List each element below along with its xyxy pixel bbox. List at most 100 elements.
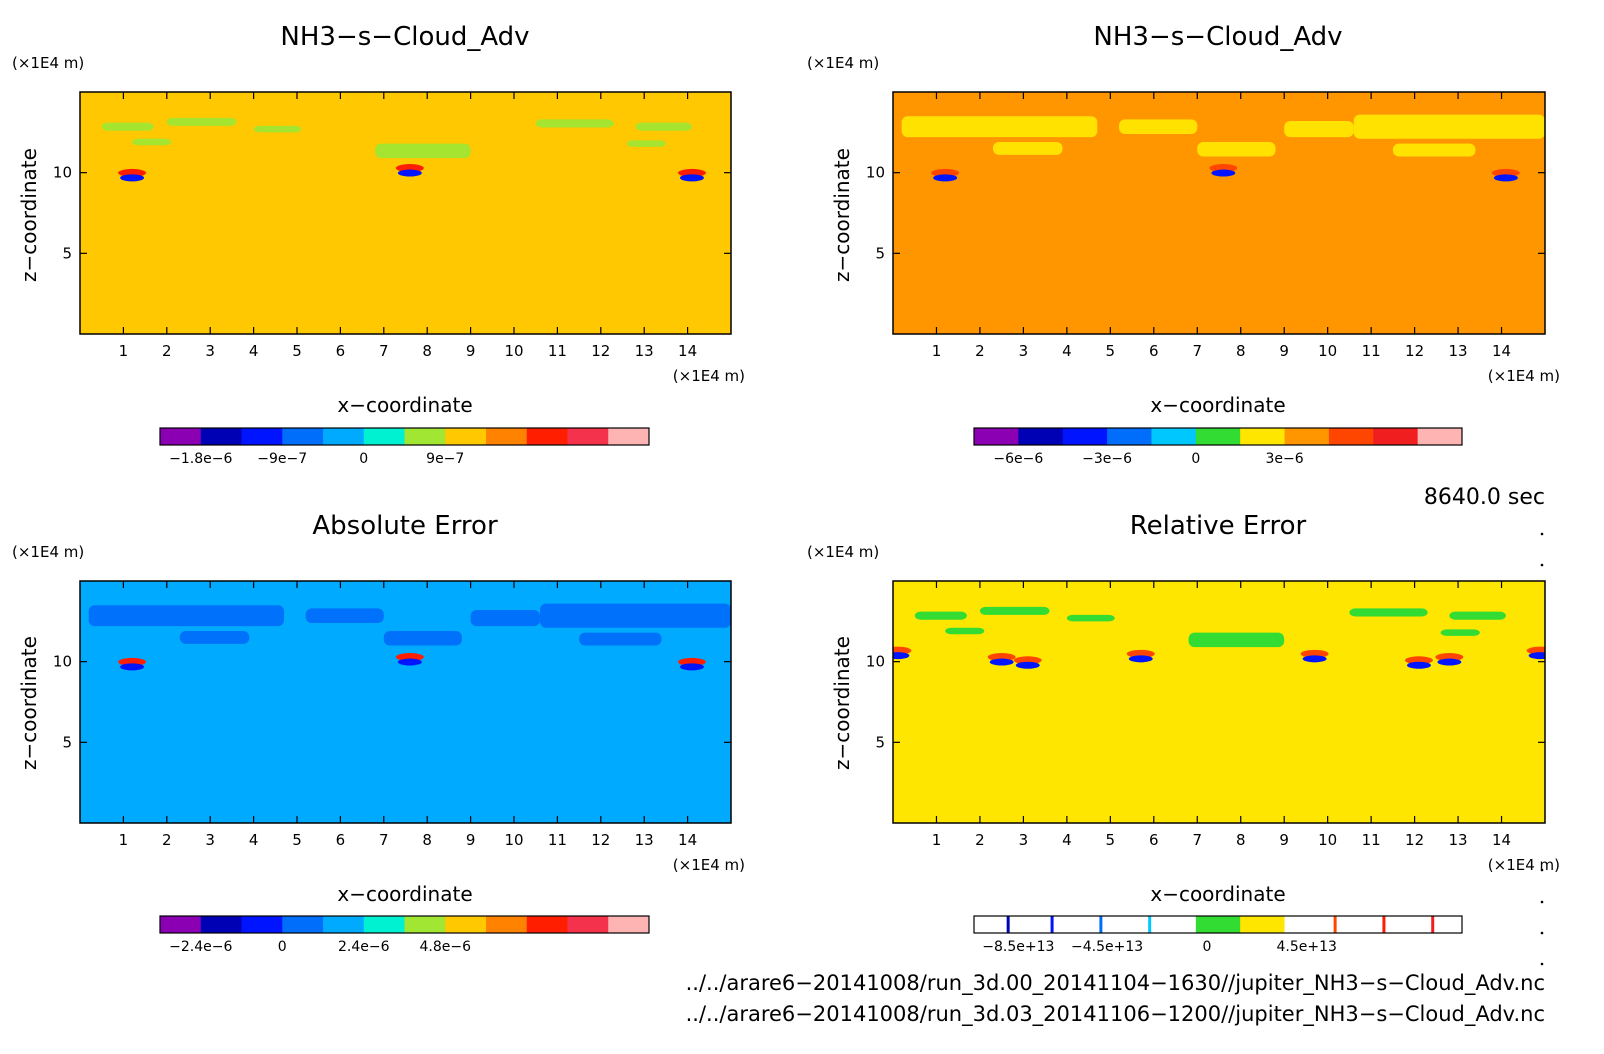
colorbar-swatch <box>160 428 202 445</box>
colorbar-swatch <box>363 916 405 933</box>
colorbar-border <box>159 915 650 934</box>
y-tick-label: 5 <box>875 733 885 751</box>
field-positive-peak <box>987 653 1016 662</box>
field-band-patch <box>535 119 614 128</box>
colorbar-swatch <box>282 428 324 445</box>
x-tick-label: 10 <box>1318 831 1337 849</box>
plot-frame <box>892 580 1546 824</box>
field-negative-peak <box>1437 658 1462 666</box>
x-tick-label: 8 <box>1236 831 1246 849</box>
colorbar-swatch <box>1328 428 1374 445</box>
panel-title: NH3−s−Cloud_Adv <box>1093 22 1342 52</box>
y-axis-label: z−coordinate <box>830 148 854 282</box>
plot-area-background <box>80 92 731 334</box>
field-band-patch <box>1188 632 1285 648</box>
plot-border <box>892 91 1546 335</box>
x-unit-label: (×1E4 m) <box>1488 856 1560 874</box>
field-negative-peak <box>1015 661 1040 669</box>
field-band-patch <box>88 605 284 627</box>
field-positive-peak <box>1491 168 1520 177</box>
x-tick-labels: 1 2 3 4 5 6 7 8 9 10 11 12 13 14 <box>932 342 1511 360</box>
colorbar: −6e−6 −3e−6 0 3e−6 <box>973 427 1463 467</box>
colorbar-border <box>973 915 1463 934</box>
colorbar-swatch <box>1417 916 1463 933</box>
colorbar-swatch <box>974 916 1019 933</box>
x-tick-label: 3 <box>205 831 215 849</box>
field-positive-peak <box>395 164 424 173</box>
y-axis-label: z−coordinate <box>830 636 854 770</box>
field-band-patch <box>1197 142 1276 157</box>
y-unit-label: (×1E4 m) <box>807 543 879 561</box>
colorbar-swatch <box>363 428 405 445</box>
field-band-patch <box>626 140 666 147</box>
y-tick-label: 10 <box>866 653 885 671</box>
x-tick-label: 7 <box>1192 831 1202 849</box>
field-band-patch <box>1349 608 1428 617</box>
y-axis-label: z−coordinate <box>17 148 41 282</box>
field-band-patch <box>1284 121 1354 138</box>
colorbar-swatch <box>526 428 568 445</box>
y-unit-label: (×1E4 m) <box>807 54 879 72</box>
field-positive-peak <box>677 168 706 177</box>
plot-frame <box>892 91 1546 335</box>
field-negative-peak <box>989 658 1014 666</box>
y-tick-labels: 10 5 <box>866 653 885 752</box>
colorbar-swatch <box>1240 428 1286 445</box>
x-axis-label: x−coordinate <box>1150 393 1285 417</box>
colorbar-tick-label: −6e−6 <box>993 451 1043 467</box>
x-unit-label: (×1E4 m) <box>673 856 745 874</box>
time-label: 8640.0 sec <box>1424 485 1545 510</box>
colorbar-swatch <box>1062 916 1108 933</box>
field-positive-peak <box>1126 649 1155 658</box>
colorbar-border <box>159 427 650 446</box>
x-tick-label: 10 <box>504 342 523 360</box>
x-axis-label: x−coordinate <box>337 882 472 906</box>
x-tick-labels: 1 2 3 4 5 6 7 8 9 10 11 12 13 14 <box>932 831 1511 849</box>
field-positive-peak <box>931 168 960 177</box>
colorbar-tick-label: 0 <box>359 451 368 467</box>
x-axis-label: x−coordinate <box>1150 882 1285 906</box>
field-band-patch <box>101 122 154 131</box>
x-axis-label: x−coordinate <box>337 393 472 417</box>
x-tick-label: 10 <box>504 831 523 849</box>
field-band-patch <box>179 631 250 644</box>
colorbar-swatch <box>323 916 365 933</box>
colorbar-tick-label: 0 <box>1191 451 1200 467</box>
field-positive-peak <box>395 653 424 662</box>
field-band-patch <box>1440 629 1480 636</box>
colorbar-swatch <box>200 916 242 933</box>
x-tick-label: 8 <box>422 831 432 849</box>
field-band-patch <box>166 117 237 126</box>
field-band-patch <box>1119 119 1198 134</box>
colorbar-swatch <box>974 428 1019 445</box>
field-positive-peak <box>1300 649 1329 658</box>
panel-top-right: NH3−s−Cloud_Adv (×1E4 m) 1 2 3 4 5 6 7 8 9 10 11 12… <box>807 22 1560 467</box>
colorbar-swatch <box>1373 916 1419 933</box>
file-path-1: ../../arare6−20141008/run_3d.00_20141104… <box>686 971 1545 996</box>
colorbar-swatch <box>1195 916 1241 933</box>
x-tick-label: 4 <box>1062 831 1072 849</box>
field-negative-peak <box>120 174 145 182</box>
colorbar-tick-label: 4.5e+13 <box>1277 939 1337 955</box>
y-tick-label: 5 <box>62 244 72 262</box>
x-tick-label: 2 <box>162 342 172 360</box>
colorbar-tick-label: −2.4e−6 <box>169 939 232 955</box>
field-band-patch <box>305 608 384 623</box>
field-band-patch <box>540 603 731 628</box>
field-band-patch <box>253 125 302 133</box>
colorbar-swatch <box>404 428 446 445</box>
x-tick-labels: 1 2 3 4 5 6 7 8 9 10 11 12 13 14 <box>119 831 698 849</box>
field-features <box>101 117 706 182</box>
field-negative-peak <box>893 652 910 660</box>
colorbar-tick-label: −4.5e+13 <box>1071 939 1143 955</box>
field-band-patch <box>383 631 462 646</box>
field-band-patch <box>1392 143 1476 157</box>
x-tick-label: 14 <box>678 342 697 360</box>
field-positive-peak <box>118 168 147 177</box>
x-tick-label: 5 <box>292 831 302 849</box>
plot-border <box>79 91 732 335</box>
x-tick-label: 5 <box>292 342 302 360</box>
field-band-patch <box>979 606 1050 615</box>
x-tick-label: 9 <box>466 831 476 849</box>
field-positive-peak <box>1013 656 1042 665</box>
